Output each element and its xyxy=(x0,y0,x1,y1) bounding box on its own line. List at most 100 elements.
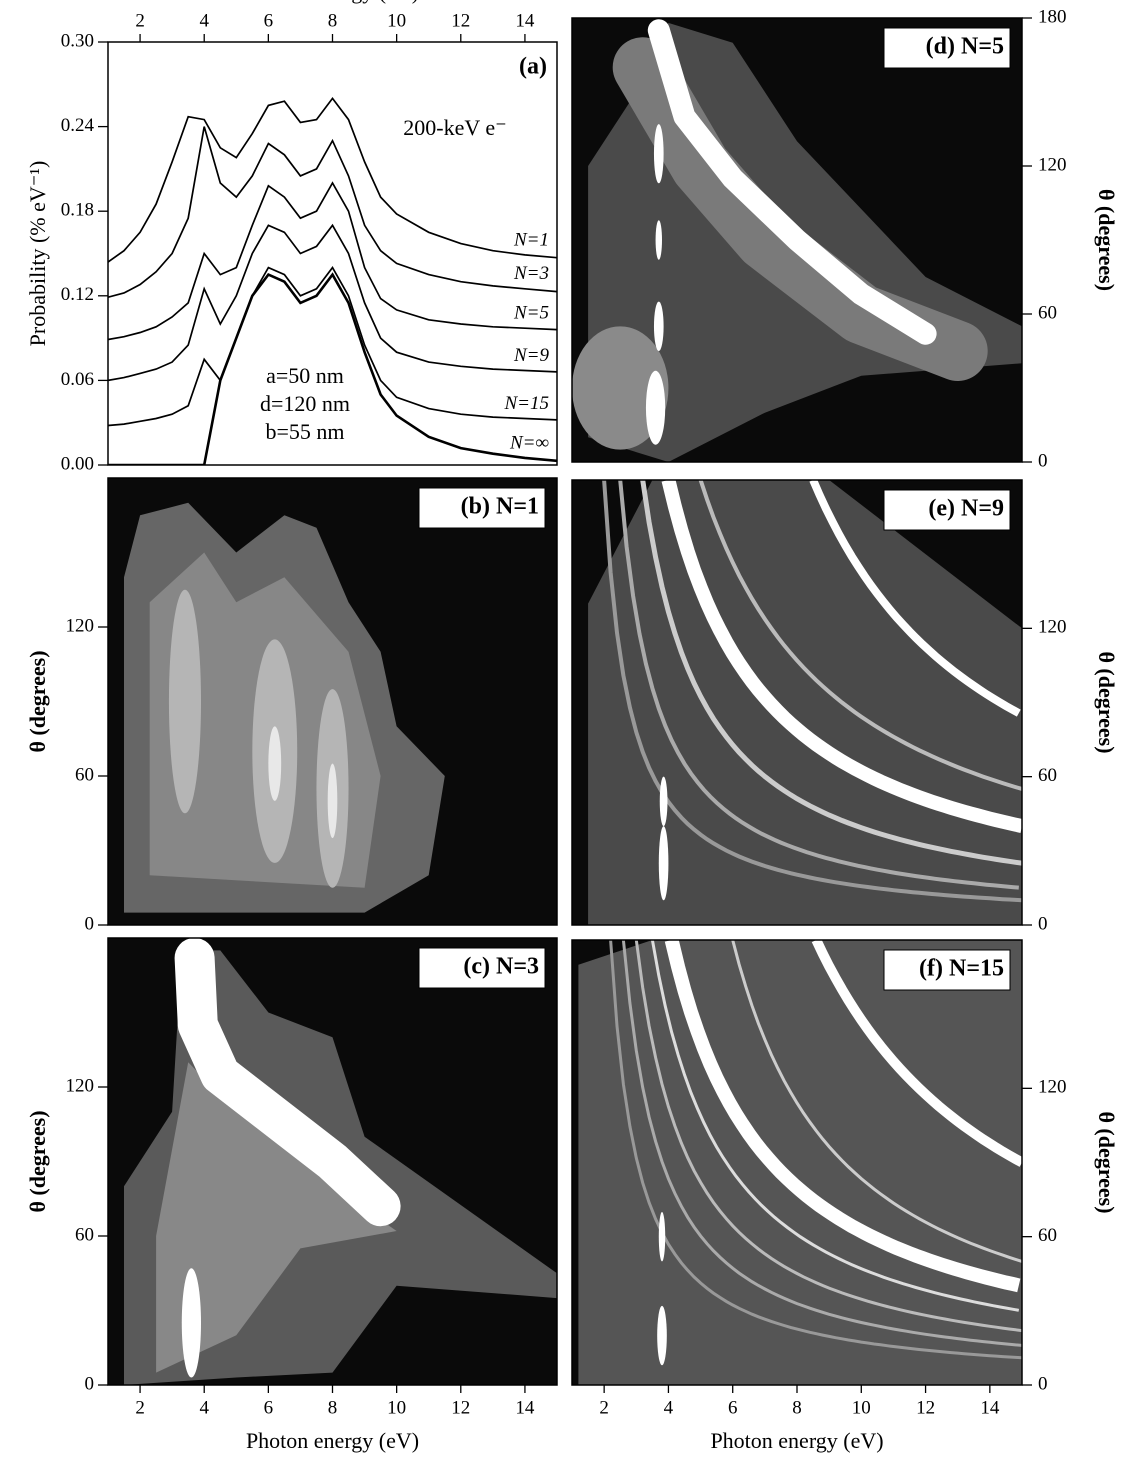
series-line xyxy=(108,126,557,299)
y-tick-label: 60 xyxy=(75,1224,94,1245)
x-tick-label: 8 xyxy=(328,1397,338,1418)
y-tick-label: 120 xyxy=(66,615,95,636)
series-line xyxy=(108,96,557,263)
x-tick-label: 10 xyxy=(387,1397,406,1418)
contour-band xyxy=(640,480,1022,866)
contour-region xyxy=(156,1062,397,1373)
y-tick-label: 60 xyxy=(1038,1225,1057,1246)
x-tick-label: 2 xyxy=(135,1397,145,1418)
y-tick-label: 0 xyxy=(85,913,95,934)
contour-band xyxy=(809,480,1021,717)
contour-band xyxy=(174,938,401,1227)
panel: (e) N=9 0 60 120 θ (degrees) xyxy=(571,479,1119,934)
contour-region xyxy=(168,589,202,814)
panel: (d) N=5 0 60 120 180 θ (degrees) xyxy=(571,6,1119,471)
contour-band xyxy=(634,940,1022,1333)
contour-region xyxy=(657,1305,667,1366)
y-tick-label: 0.18 xyxy=(61,200,94,221)
panel: (b) N=1 0 60 120 θ (degrees) xyxy=(25,477,558,934)
contour-band xyxy=(661,480,1022,833)
y-tick-label: 0.30 xyxy=(61,30,94,51)
panel-title: (d) N=5 xyxy=(926,34,1004,60)
annotation: b=55 nm xyxy=(265,419,344,444)
y-tick-label: 120 xyxy=(1038,154,1067,175)
series-label: N=15 xyxy=(504,393,550,414)
y-axis-label: θ (degrees) xyxy=(1094,1111,1119,1213)
series-line xyxy=(108,223,557,382)
panel-label-box xyxy=(883,949,1011,991)
contour-band xyxy=(650,940,1020,1312)
x-axis-label: Photon energy (eV) xyxy=(710,1428,883,1453)
contour-band xyxy=(811,940,1022,1167)
x-tick-label: 12 xyxy=(916,1397,935,1418)
y-tick-label: 0.00 xyxy=(61,453,94,474)
contour-map xyxy=(588,480,1022,925)
y-axis-label: θ (degrees) xyxy=(25,1110,50,1212)
panel: (c) N=3 0 60 120 θ (degrees) 2 4 6 8 10 12 14 Photon… xyxy=(25,937,558,1453)
contour-region xyxy=(268,726,282,801)
contour-region xyxy=(181,1268,202,1378)
y-axis-label: θ (degrees) xyxy=(1094,651,1119,753)
series-label: N=3 xyxy=(513,263,549,284)
contour-band xyxy=(731,940,1022,1263)
lines xyxy=(108,96,557,465)
x-tick-label: 14 xyxy=(515,1397,535,1418)
x-tick-label: 14 xyxy=(980,1397,1000,1418)
x-axis-label: Photon energy (eV) xyxy=(246,1428,419,1453)
x-tick-label: 6 xyxy=(264,1397,274,1418)
series-line xyxy=(108,272,557,465)
panel-title: (c) N=3 xyxy=(463,954,539,980)
contour-region xyxy=(327,763,338,839)
contour-band xyxy=(647,19,937,345)
contour-map xyxy=(572,19,1022,462)
contour-region xyxy=(645,370,666,445)
x-tick-label: 12 xyxy=(451,1397,470,1418)
series-label: N=∞ xyxy=(509,432,549,453)
y-tick-label: 60 xyxy=(1038,765,1057,786)
contour-band xyxy=(698,480,1022,791)
x-tick-label: 8 xyxy=(792,1397,802,1418)
panel-title: (a) xyxy=(519,54,547,80)
y-tick-label: 120 xyxy=(1038,1077,1067,1098)
x-tick-label: 4 xyxy=(664,1397,674,1418)
contour-region xyxy=(653,301,664,352)
x-tick-label: 2 xyxy=(599,1397,609,1418)
panel-title: (f) N=15 xyxy=(919,956,1004,982)
plot-frame xyxy=(107,477,558,926)
panel: (f) N=15 0 60 120 θ (degrees) 2 4 6 8 10 12 14 Photo… xyxy=(571,939,1119,1453)
series-label: N=5 xyxy=(513,303,549,324)
panel: N=1 N=3 N=5 N=9 N=15 N=∞ (a) 200-keV e⁻ a=50 nm d… xyxy=(25,0,558,474)
contour-band xyxy=(664,940,1021,1293)
contour-band xyxy=(602,480,1022,903)
contour-region xyxy=(658,1211,666,1262)
y-axis-label: θ (degrees) xyxy=(1094,189,1119,291)
panel-label-box xyxy=(883,27,1011,69)
panel-label-box xyxy=(418,947,546,989)
y-tick-label: 120 xyxy=(1038,617,1067,638)
contour-map xyxy=(124,938,557,1385)
plot-frame xyxy=(571,17,1023,463)
panel-title: (b) N=1 xyxy=(461,494,539,520)
y-tick-label: 0.06 xyxy=(61,369,94,390)
contour-region xyxy=(572,326,669,450)
y-axis-label: Probability (% eV⁻¹) xyxy=(25,161,50,347)
contour-band xyxy=(618,480,1019,890)
x-axis-label: Photon energy (eV) xyxy=(246,0,419,4)
y-tick-label: 0 xyxy=(1038,1373,1048,1394)
y-tick-label: 0 xyxy=(1038,913,1048,934)
annotation: a=50 nm xyxy=(266,363,344,388)
annotation: 200-keV e⁻ xyxy=(403,115,506,140)
contour-region xyxy=(655,220,662,260)
contour-region xyxy=(659,776,668,827)
y-tick-label: 60 xyxy=(1038,302,1057,323)
x-tick-label: 12 xyxy=(451,10,470,31)
y-tick-label: 0 xyxy=(85,1373,95,1394)
x-tick-label: 4 xyxy=(199,10,209,31)
x-tick-label: 10 xyxy=(852,1397,871,1418)
series-label: N=9 xyxy=(513,345,549,366)
y-tick-label: 0.12 xyxy=(61,284,94,305)
x-tick-label: 2 xyxy=(135,10,145,31)
x-tick-label: 10 xyxy=(387,10,406,31)
panel-title: (e) N=9 xyxy=(928,496,1004,522)
